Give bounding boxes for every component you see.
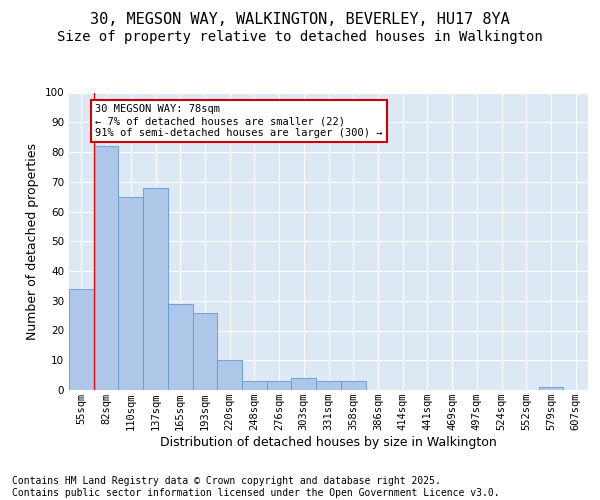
Bar — [69, 289, 94, 390]
Bar — [341, 381, 365, 390]
Text: Contains HM Land Registry data © Crown copyright and database right 2025.: Contains HM Land Registry data © Crown c… — [12, 476, 441, 486]
Text: 30, MEGSON WAY, WALKINGTON, BEVERLEY, HU17 8YA: 30, MEGSON WAY, WALKINGTON, BEVERLEY, HU… — [90, 12, 510, 28]
Bar — [143, 188, 168, 390]
Bar — [118, 196, 143, 390]
Bar — [217, 360, 242, 390]
Bar — [94, 146, 118, 390]
Bar — [539, 387, 563, 390]
Bar — [267, 381, 292, 390]
Bar — [292, 378, 316, 390]
Bar — [242, 381, 267, 390]
Bar — [168, 304, 193, 390]
Y-axis label: Number of detached properties: Number of detached properties — [26, 143, 39, 340]
Bar — [316, 381, 341, 390]
Text: Contains public sector information licensed under the Open Government Licence v3: Contains public sector information licen… — [12, 488, 500, 498]
Text: 30 MEGSON WAY: 78sqm
← 7% of detached houses are smaller (22)
91% of semi-detach: 30 MEGSON WAY: 78sqm ← 7% of detached ho… — [95, 104, 382, 138]
Text: Size of property relative to detached houses in Walkington: Size of property relative to detached ho… — [57, 30, 543, 44]
Bar — [193, 312, 217, 390]
X-axis label: Distribution of detached houses by size in Walkington: Distribution of detached houses by size … — [160, 436, 497, 449]
